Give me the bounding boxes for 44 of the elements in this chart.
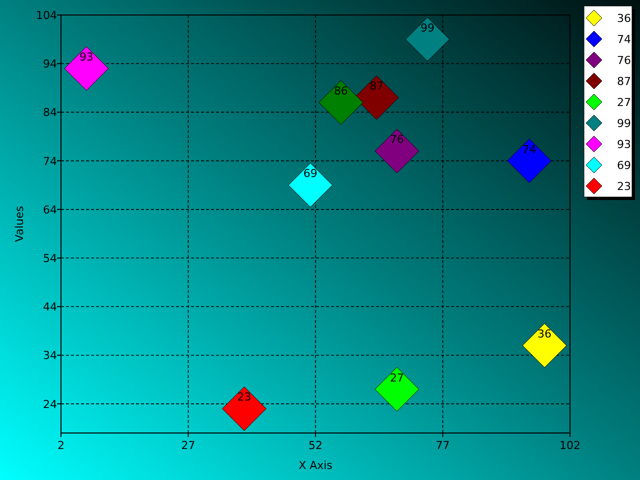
legend-label: 76 xyxy=(617,54,631,67)
point xyxy=(522,323,567,368)
point xyxy=(374,128,420,174)
x-tick-label: 27 xyxy=(181,439,196,452)
data-label: 87 xyxy=(370,80,384,93)
data-label: 93 xyxy=(79,50,94,64)
x-tick-label: 77 xyxy=(436,439,450,452)
data-label: 23 xyxy=(237,390,252,404)
legend-label: 36 xyxy=(617,12,631,25)
legend-label: 69 xyxy=(617,159,631,172)
y-axis-title: Values xyxy=(13,206,26,242)
point xyxy=(318,80,364,125)
legend-label: 74 xyxy=(617,33,631,46)
legend-label: 87 xyxy=(617,75,631,88)
y-tick-label: 64 xyxy=(43,203,57,216)
legend-label: 23 xyxy=(617,180,631,193)
data-label: 36 xyxy=(538,328,552,341)
x-tick-label: 2 xyxy=(58,439,64,452)
y-tick-label: 54 xyxy=(43,252,57,266)
x-tick-label: 52 xyxy=(308,439,322,452)
y-tick-label: 24 xyxy=(43,398,57,411)
data-label: 27 xyxy=(390,371,404,384)
legend-label: 27 xyxy=(617,96,631,109)
y-tick-label: 44 xyxy=(43,300,57,314)
y-tick-label: 104 xyxy=(36,9,57,22)
point xyxy=(288,162,333,208)
y-tick-label: 34 xyxy=(43,349,57,362)
point xyxy=(405,17,450,62)
point xyxy=(222,386,266,431)
point xyxy=(374,367,420,412)
data-label: 69 xyxy=(303,167,318,180)
y-tick-label: 74 xyxy=(43,154,57,168)
x-axis-title: X Axis xyxy=(298,459,333,472)
data-label: 86 xyxy=(334,84,348,98)
y-tick-label: 94 xyxy=(43,58,57,71)
legend-label: 99 xyxy=(617,117,631,130)
legend-label: 93 xyxy=(617,138,631,151)
data-label: 74 xyxy=(522,142,536,156)
point xyxy=(507,138,552,184)
data-label: 99 xyxy=(420,21,434,34)
y-tick-label: 84 xyxy=(43,106,57,120)
data-label: 76 xyxy=(390,133,404,146)
x-tick-label: 102 xyxy=(560,439,580,452)
point xyxy=(64,46,109,91)
